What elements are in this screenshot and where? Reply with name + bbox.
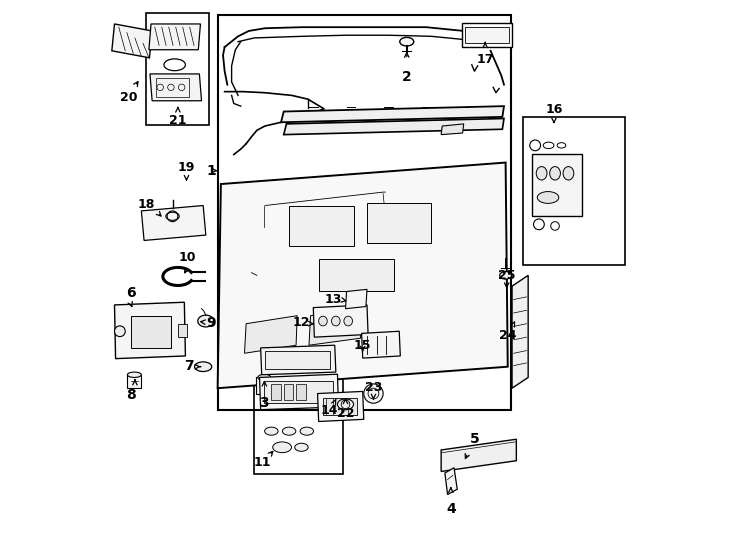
Text: 11: 11 <box>253 456 271 469</box>
Circle shape <box>364 384 383 403</box>
Polygon shape <box>445 468 457 495</box>
Polygon shape <box>244 316 297 353</box>
Text: 12: 12 <box>292 316 310 329</box>
Text: 17: 17 <box>476 53 494 66</box>
Bar <box>265 350 330 369</box>
Text: 21: 21 <box>169 114 186 127</box>
Text: 4: 4 <box>446 502 456 516</box>
Ellipse shape <box>295 443 308 451</box>
Bar <box>296 384 306 400</box>
Polygon shape <box>284 118 504 134</box>
Bar <box>254 334 343 474</box>
Ellipse shape <box>195 362 211 372</box>
Text: 19: 19 <box>178 161 195 174</box>
Text: 3: 3 <box>260 396 269 410</box>
Polygon shape <box>441 124 464 134</box>
Bar <box>289 206 354 246</box>
Polygon shape <box>115 302 186 359</box>
Text: 10: 10 <box>178 251 196 264</box>
Bar <box>255 377 273 394</box>
Text: 23: 23 <box>365 381 382 394</box>
Text: 20: 20 <box>120 91 138 104</box>
Text: 6: 6 <box>126 286 136 300</box>
Text: 22: 22 <box>337 408 355 421</box>
Polygon shape <box>142 206 206 240</box>
Ellipse shape <box>332 316 340 326</box>
Polygon shape <box>309 309 362 345</box>
Bar <box>218 15 511 410</box>
Bar <box>272 384 281 400</box>
Ellipse shape <box>273 442 291 453</box>
Circle shape <box>115 326 126 336</box>
Ellipse shape <box>537 192 559 204</box>
Polygon shape <box>218 163 508 388</box>
Bar <box>131 316 171 348</box>
Bar <box>145 13 208 125</box>
Bar <box>523 117 625 265</box>
Polygon shape <box>261 345 336 375</box>
Ellipse shape <box>400 37 414 46</box>
Ellipse shape <box>128 372 142 377</box>
Text: 18: 18 <box>138 198 156 211</box>
Polygon shape <box>260 374 338 410</box>
Polygon shape <box>441 439 516 471</box>
Polygon shape <box>149 24 200 50</box>
Bar <box>465 27 509 43</box>
Polygon shape <box>318 392 364 422</box>
Bar <box>178 323 187 337</box>
Polygon shape <box>150 74 202 101</box>
Polygon shape <box>512 275 528 388</box>
Ellipse shape <box>283 427 296 435</box>
Ellipse shape <box>300 427 313 435</box>
Polygon shape <box>313 305 368 337</box>
Bar <box>323 398 357 415</box>
Text: 16: 16 <box>545 103 563 117</box>
Text: 1: 1 <box>206 164 216 178</box>
Text: 7: 7 <box>184 359 194 373</box>
Ellipse shape <box>258 374 271 381</box>
Text: 15: 15 <box>354 339 371 352</box>
Text: 5: 5 <box>470 432 479 446</box>
Bar <box>462 23 512 47</box>
Text: 24: 24 <box>499 329 517 342</box>
Polygon shape <box>346 289 367 309</box>
Bar <box>128 375 142 388</box>
Text: 9: 9 <box>206 316 216 329</box>
Ellipse shape <box>338 399 354 410</box>
Bar <box>284 384 294 400</box>
Polygon shape <box>281 106 504 122</box>
Polygon shape <box>112 24 152 58</box>
Text: 8: 8 <box>126 388 136 402</box>
Bar <box>264 381 333 403</box>
Bar <box>367 203 432 243</box>
Ellipse shape <box>265 427 278 435</box>
Ellipse shape <box>344 316 352 326</box>
Ellipse shape <box>319 316 327 326</box>
Bar <box>319 259 394 292</box>
Ellipse shape <box>500 272 512 279</box>
Text: 25: 25 <box>498 269 515 282</box>
Text: 14: 14 <box>321 404 338 417</box>
Text: 2: 2 <box>402 70 412 84</box>
Bar <box>156 78 189 97</box>
Ellipse shape <box>550 166 560 180</box>
Polygon shape <box>362 331 400 358</box>
Ellipse shape <box>563 166 574 180</box>
Polygon shape <box>532 154 582 217</box>
Text: 13: 13 <box>325 293 342 306</box>
Ellipse shape <box>197 315 214 327</box>
Ellipse shape <box>537 166 547 180</box>
